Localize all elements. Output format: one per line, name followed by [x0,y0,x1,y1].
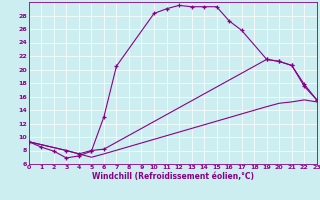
X-axis label: Windchill (Refroidissement éolien,°C): Windchill (Refroidissement éolien,°C) [92,172,254,181]
